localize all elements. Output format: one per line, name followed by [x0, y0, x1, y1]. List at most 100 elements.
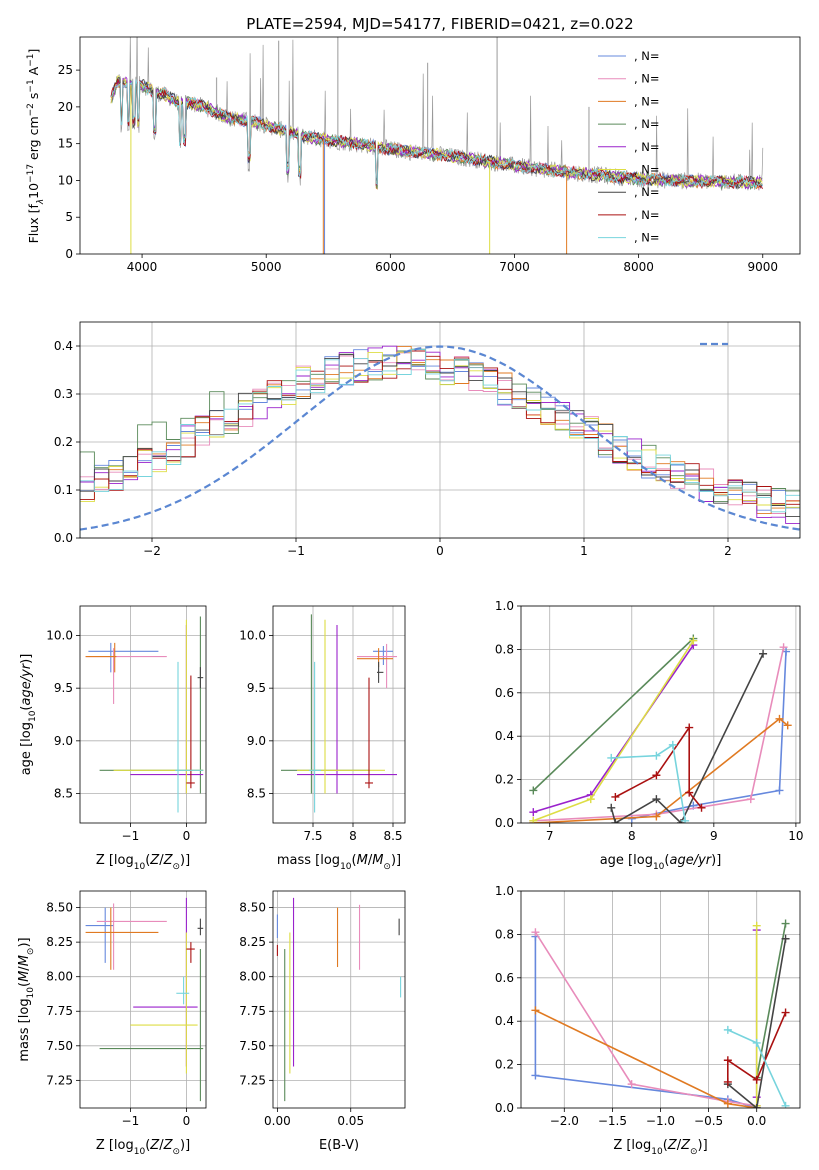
axes-frame — [79, 605, 207, 824]
y-tick-label: 8.50 — [46, 901, 73, 915]
weight-marker — [723, 1077, 732, 1086]
x-tick-label: −1 — [122, 829, 140, 843]
x-tick-label: 0 — [183, 829, 191, 843]
y-tick-label: 7.75 — [46, 1004, 73, 1018]
model-spectrum-9 — [110, 79, 763, 190]
y-tick-label: 0.0 — [54, 531, 73, 545]
weight-marker — [781, 919, 790, 928]
weight-marker — [531, 1006, 540, 1015]
y-tick-label: 5 — [65, 210, 73, 224]
y-tick-label: 7.25 — [46, 1073, 73, 1087]
y-tick-label: 9.0 — [247, 734, 266, 748]
weight-marker — [752, 921, 761, 930]
error-point — [373, 646, 393, 665]
y-tick-label: 1.0 — [495, 884, 514, 898]
weight-marker — [652, 795, 661, 804]
x-axis-label: Z [log10(Z/Z⊙)] — [96, 1138, 190, 1157]
legend-entry: , N= — [634, 185, 660, 199]
plot-area — [529, 634, 792, 823]
error-point — [377, 661, 384, 683]
x-tick-label: −2 — [143, 544, 161, 558]
y-tick-label: 0.8 — [495, 927, 514, 941]
weight-marker — [529, 816, 538, 823]
weight-marker — [677, 819, 686, 823]
y-axis-label: Flux [fλ10−17 erg cm−2 s−1 A−1] — [26, 49, 46, 244]
residual-histogram-panel: −2 −1 0 1 2 0.0 0.1 0.2 0.3 0.4 — [54, 321, 801, 558]
weight-marker — [781, 1008, 790, 1017]
x-tick-label: 5000 — [251, 260, 282, 274]
weight-marker — [652, 751, 661, 760]
y-tick-label: 8.00 — [46, 970, 73, 984]
weight-marker — [685, 788, 694, 797]
y-tick-label: 0.4 — [495, 1014, 514, 1028]
x-tick-label: 9000 — [747, 260, 778, 274]
mass-vs-metallicity-panel: −1 0 7.25 7.50 7.75 8.00 8.25 8.50 Z [log10(Z/Z⊙… — [17, 890, 207, 1157]
weight-marker — [752, 1104, 761, 1108]
y-tick-label: 10.0 — [46, 628, 73, 642]
x-tick-label: 9 — [710, 829, 718, 843]
y-tick-label: 8.5 — [54, 787, 73, 801]
x-tick-label: 2 — [724, 544, 732, 558]
axes-frame — [272, 890, 406, 1109]
weight-line-4 — [532, 637, 694, 792]
error-point — [130, 932, 198, 1074]
error-point — [85, 642, 117, 673]
weight-marker — [697, 803, 706, 812]
x-tick-label: 8.5 — [383, 829, 402, 843]
weight-marker — [531, 928, 540, 937]
weight-marker — [781, 1101, 790, 1108]
weight-line-9 — [611, 743, 686, 821]
weight-marker — [652, 812, 661, 821]
weight-line-6 — [533, 640, 694, 822]
y-tick-label: 7.75 — [239, 1004, 266, 1018]
x-axis-label: mass [log10(M/M⊙)] — [277, 853, 401, 872]
x-tick-label: −1 — [122, 1114, 140, 1128]
x-tick-label: 1 — [580, 544, 588, 558]
axes-frame — [79, 36, 801, 255]
error-point — [113, 619, 204, 794]
y-tick-label: 25 — [58, 63, 73, 77]
y-tick-label: 0.4 — [54, 339, 73, 353]
x-tick-label: −2.0 — [550, 1114, 579, 1128]
normal-curve — [80, 345, 800, 531]
y-tick-label: 10.0 — [239, 628, 266, 642]
weight-marker — [586, 795, 595, 804]
legend-entry: , N= — [634, 94, 660, 108]
plot-area — [80, 345, 800, 538]
weight-vs-age-panel: 7 8 9 10 0.0 0.2 0.4 0.6 0.8 1.0 age [log10(age/yr… — [495, 599, 804, 872]
weight-marker — [689, 636, 698, 645]
error-point — [96, 903, 167, 970]
error-point — [186, 675, 195, 789]
x-tick-label: 8 — [628, 829, 636, 843]
y-tick-label: 0.0 — [495, 816, 514, 830]
x-tick-label: 0 — [183, 1114, 191, 1128]
axes-frame — [79, 890, 207, 1109]
weight-marker — [723, 1025, 732, 1034]
y-tick-label: 0.6 — [495, 686, 514, 700]
weight-marker — [685, 723, 694, 732]
plot-area — [85, 616, 204, 813]
weight-line-3 — [535, 1009, 757, 1108]
weight-line-5 — [533, 644, 694, 813]
error-point — [133, 897, 198, 1067]
x-tick-label: −1.5 — [598, 1114, 627, 1128]
y-tick-label: 9.0 — [54, 734, 73, 748]
y-tick-label: 0.2 — [495, 1058, 514, 1072]
x-tick-label: 7 — [546, 829, 554, 843]
grid — [80, 891, 206, 1108]
x-tick-label: 4000 — [127, 260, 158, 274]
x-tick-label: 8000 — [623, 260, 654, 274]
y-tick-label: 15 — [58, 137, 73, 151]
weight-marker — [775, 786, 784, 795]
grid — [273, 891, 405, 1108]
error-point — [85, 907, 159, 970]
y-tick-label: 8.5 — [247, 787, 266, 801]
x-axis-label: Z [log10(Z/Z⊙)] — [96, 853, 190, 872]
x-tick-label: 0.0 — [747, 1114, 766, 1128]
y-tick-label: 8.50 — [239, 901, 266, 915]
error-point — [186, 942, 195, 963]
error-point — [88, 642, 159, 673]
error-point — [297, 619, 385, 794]
weight-line-2 — [534, 931, 757, 1107]
weight-marker — [783, 721, 792, 730]
